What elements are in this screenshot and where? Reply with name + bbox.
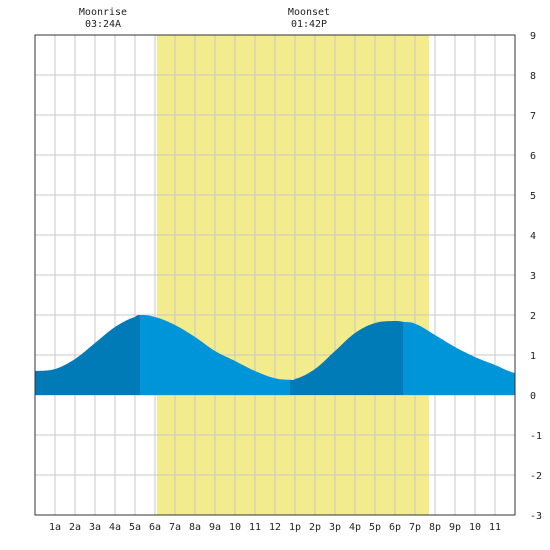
x-tick-label: 4p [349,522,361,533]
x-tick-label: 10 [229,522,241,533]
y-tick-label: 2 [530,311,536,322]
x-axis-ticks: 1a 2a 3a 4a 5a 6a 7a 8a 9a 10 11 12 1p 2p 3p 4p 5p 6p 7p 8p… [49,522,501,533]
y-tick-label: 4 [530,231,536,242]
x-tick-label: 3a [89,522,101,533]
x-tick-label: 1a [49,522,61,533]
x-tick-label: 6p [389,522,401,533]
tide-segment [35,315,140,395]
x-tick-label: 3p [329,522,341,533]
moon-event-label: Moonset [288,7,330,18]
y-axis-ticks: 9 8 7 6 5 4 3 2 1 0 -1 -2 -3 [530,31,542,522]
y-tick-label: 3 [530,271,536,282]
x-tick-label: 9p [449,522,461,533]
moon-event-label: Moonrise [79,7,127,18]
plot-frame [34,34,516,516]
x-tick-label: 7p [409,522,421,533]
tide-segment [140,315,290,395]
x-tick-label: 4a [109,522,121,533]
y-tick-label: 1 [530,351,536,362]
y-tick-label: 5 [530,191,536,202]
x-tick-label: 10 [469,522,481,533]
x-tick-label: 5a [129,522,141,533]
x-tick-label: 6a [149,522,161,533]
x-tick-label: 2a [69,522,81,533]
grid-lines [35,35,515,515]
y-tick-label: 7 [530,111,536,122]
y-tick-label: 9 [530,31,536,42]
x-tick-label: 5p [369,522,381,533]
y-tick-label: 0 [530,391,536,402]
moon-event-time: 03:24A [85,19,121,30]
tide-segment [403,321,515,395]
y-tick-label: -3 [530,511,542,522]
x-tick-label: 7a [169,522,181,533]
y-tick-label: -2 [530,471,542,482]
x-tick-label: 1p [289,522,301,533]
x-tick-label: 11 [249,522,261,533]
x-tick-label: 8p [429,522,441,533]
tide-segment [290,320,403,395]
x-tick-label: 2p [309,522,321,533]
y-tick-label: 6 [530,151,536,162]
x-tick-label: 8a [189,522,201,533]
moon-event-time: 01:42P [291,19,327,30]
tide-area [35,315,515,395]
x-tick-label: 9a [209,522,221,533]
x-tick-label: 11 [489,522,501,533]
y-tick-label: 8 [530,71,536,82]
y-tick-label: -1 [530,431,542,442]
x-tick-label: 12 [269,522,281,533]
